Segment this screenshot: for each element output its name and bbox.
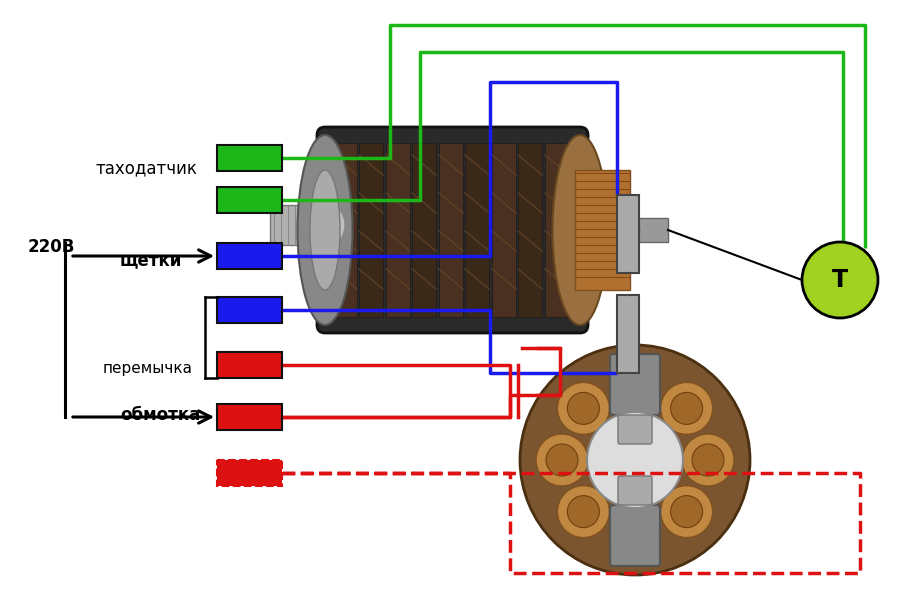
- FancyBboxPatch shape: [618, 415, 652, 444]
- Ellipse shape: [315, 205, 345, 245]
- FancyBboxPatch shape: [617, 195, 639, 273]
- FancyBboxPatch shape: [412, 143, 436, 317]
- Circle shape: [670, 392, 703, 424]
- FancyBboxPatch shape: [317, 127, 588, 333]
- Ellipse shape: [298, 135, 353, 325]
- Circle shape: [682, 434, 734, 486]
- Circle shape: [520, 345, 750, 575]
- Circle shape: [567, 496, 599, 527]
- FancyBboxPatch shape: [617, 295, 639, 373]
- Circle shape: [661, 486, 713, 538]
- FancyBboxPatch shape: [518, 143, 542, 317]
- Circle shape: [567, 392, 599, 424]
- FancyBboxPatch shape: [465, 143, 489, 317]
- Circle shape: [802, 242, 878, 318]
- FancyBboxPatch shape: [217, 187, 282, 213]
- Text: T: T: [832, 268, 848, 292]
- FancyBboxPatch shape: [333, 143, 357, 317]
- Text: обмотка: обмотка: [120, 406, 200, 424]
- FancyBboxPatch shape: [217, 352, 282, 378]
- Circle shape: [557, 383, 609, 434]
- Circle shape: [557, 486, 609, 538]
- Circle shape: [619, 517, 651, 549]
- Circle shape: [670, 496, 703, 527]
- FancyBboxPatch shape: [217, 145, 282, 171]
- Ellipse shape: [310, 170, 340, 290]
- Text: перемычка: перемычка: [103, 361, 193, 375]
- FancyBboxPatch shape: [270, 105, 660, 345]
- FancyBboxPatch shape: [439, 143, 463, 317]
- Text: 220В: 220В: [28, 238, 76, 256]
- FancyBboxPatch shape: [217, 243, 282, 269]
- Text: таходатчик: таходатчик: [95, 159, 197, 177]
- Circle shape: [619, 371, 651, 403]
- FancyBboxPatch shape: [386, 143, 410, 317]
- Circle shape: [587, 412, 683, 508]
- FancyBboxPatch shape: [610, 354, 660, 415]
- Text: щетки: щетки: [120, 251, 183, 269]
- FancyBboxPatch shape: [217, 297, 282, 323]
- Circle shape: [536, 434, 588, 486]
- Circle shape: [609, 361, 661, 413]
- FancyBboxPatch shape: [610, 505, 660, 566]
- Ellipse shape: [553, 135, 608, 325]
- Circle shape: [609, 507, 661, 559]
- FancyBboxPatch shape: [270, 205, 330, 245]
- FancyBboxPatch shape: [545, 143, 569, 317]
- Circle shape: [661, 383, 713, 434]
- FancyBboxPatch shape: [575, 170, 630, 290]
- Ellipse shape: [620, 218, 640, 242]
- FancyBboxPatch shape: [217, 460, 282, 486]
- FancyBboxPatch shape: [217, 404, 282, 430]
- Circle shape: [692, 444, 724, 476]
- Circle shape: [546, 444, 578, 476]
- FancyBboxPatch shape: [630, 218, 668, 242]
- FancyBboxPatch shape: [492, 143, 516, 317]
- FancyBboxPatch shape: [359, 143, 383, 317]
- FancyBboxPatch shape: [618, 476, 652, 505]
